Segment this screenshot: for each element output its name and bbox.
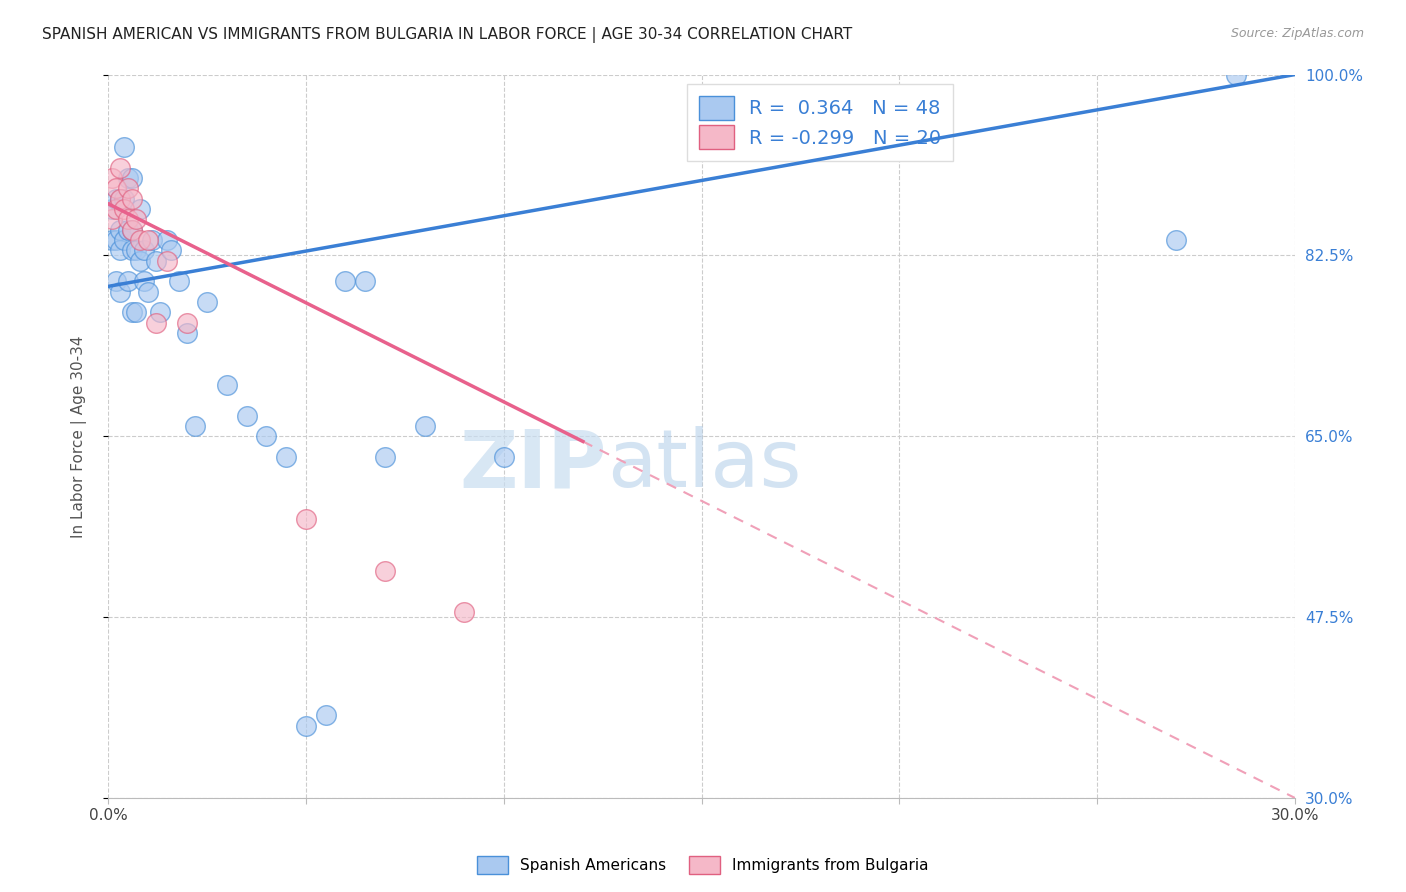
Point [1166,233,1188,247]
Point [108,222,131,236]
Point [121,170,143,185]
Text: Source: ZipAtlas.com: Source: ZipAtlas.com [1230,27,1364,40]
Text: SPANISH AMERICAN VS IMMIGRANTS FROM BULGARIA IN LABOR FORCE | AGE 30-34 CORRELAT: SPANISH AMERICAN VS IMMIGRANTS FROM BULG… [42,27,852,43]
Legend: R =  0.364   N = 48, R = -0.299   N = 20: R = 0.364 N = 48, R = -0.299 N = 20 [688,84,953,161]
Point [101,170,124,185]
Point [104,274,127,288]
Point [101,202,124,216]
Point [195,294,218,309]
Point [108,192,131,206]
Point [235,409,257,423]
Legend: Spanish Americans, Immigrants from Bulgaria: Spanish Americans, Immigrants from Bulga… [471,850,935,880]
Point [121,192,143,206]
Point [160,244,183,258]
Point [184,419,207,434]
Point [374,564,396,578]
Point [112,233,135,247]
Point [295,512,318,526]
Point [128,202,150,216]
Point [215,377,238,392]
Point [1225,68,1247,82]
Point [125,244,148,258]
Point [117,170,139,185]
Point [104,202,127,216]
Point [169,274,191,288]
Point [108,285,131,299]
Point [112,140,135,154]
Point [121,222,143,236]
Point [121,244,143,258]
Point [128,233,150,247]
Point [374,450,396,464]
Point [117,181,139,195]
Point [276,450,298,464]
Point [125,212,148,227]
Point [145,253,167,268]
Text: atlas: atlas [606,426,801,504]
Point [354,274,377,288]
Point [254,429,277,443]
Point [156,253,179,268]
Point [148,305,170,319]
Point [125,305,148,319]
Point [128,253,150,268]
Point [104,233,127,247]
Point [104,181,127,195]
Point [104,192,127,206]
Point [132,244,155,258]
Point [145,316,167,330]
Text: ZIP: ZIP [460,426,606,504]
Point [295,719,318,733]
Point [117,222,139,236]
Point [453,605,475,619]
Point [117,212,139,227]
Point [101,212,124,227]
Point [413,419,436,434]
Point [108,161,131,175]
Point [112,202,135,216]
Point [121,305,143,319]
Point [141,233,163,247]
Point [335,274,357,288]
Point [136,233,159,247]
Point [136,285,159,299]
Point [112,192,135,206]
Point [156,233,179,247]
Point [176,326,198,340]
Point [108,192,131,206]
Point [121,222,143,236]
Y-axis label: In Labor Force | Age 30-34: In Labor Force | Age 30-34 [72,335,87,538]
Point [132,274,155,288]
Point [101,233,124,247]
Point [176,316,198,330]
Point [117,274,139,288]
Point [108,244,131,258]
Point [315,708,337,723]
Point [492,450,515,464]
